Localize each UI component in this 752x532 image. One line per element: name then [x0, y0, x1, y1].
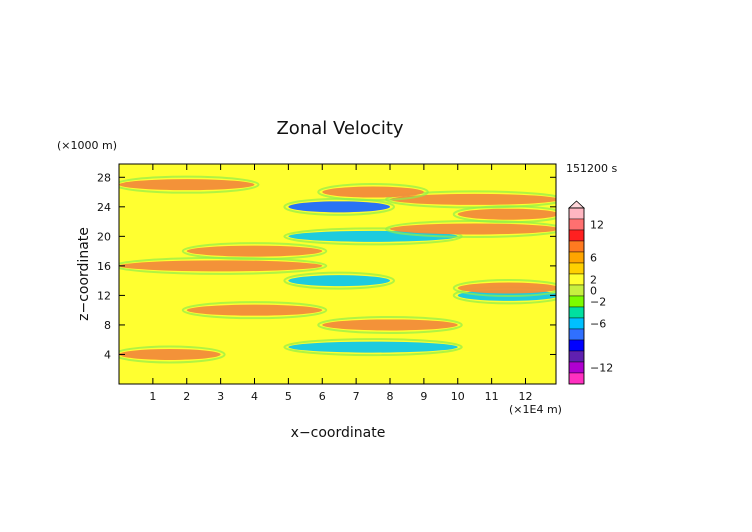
- plot-frame: [118, 163, 557, 385]
- y-tick-label: 8: [104, 319, 111, 332]
- x-tick-label: 7: [353, 390, 360, 403]
- y-tick-label: 4: [104, 348, 111, 361]
- x-tick-label: 3: [217, 390, 224, 403]
- field-band: [119, 260, 323, 272]
- x-unit-label: (×1E4 m): [509, 403, 562, 416]
- x-tick-label: 12: [519, 390, 533, 403]
- field-band: [457, 282, 556, 294]
- colorbar-swatch: [568, 218, 585, 231]
- colorbar-label: 0: [590, 285, 597, 298]
- field-band-halo: [181, 301, 328, 320]
- colorbar-swatch: [568, 284, 585, 297]
- colorbar-label: −12: [590, 362, 613, 375]
- x-tick-label: 6: [319, 390, 326, 403]
- colorbar-swatch: [568, 306, 585, 319]
- colorbar: 12 6 20−2 −6 −12: [567, 200, 613, 385]
- x-tick-label: 8: [387, 390, 394, 403]
- x-tick-label: 10: [451, 390, 465, 403]
- x-tick-label: 9: [420, 390, 427, 403]
- colorbar-swatch: [568, 240, 585, 253]
- field-band: [390, 193, 556, 205]
- colorbar-swatch: [568, 251, 585, 264]
- x-tick-label: 2: [183, 390, 190, 403]
- colorbar-swatch: [568, 361, 585, 374]
- field-band: [119, 348, 221, 360]
- colorbar-arrow: [567, 200, 586, 209]
- field-band-halo: [119, 345, 226, 364]
- field-band-halo: [317, 183, 429, 202]
- field-band: [288, 230, 458, 242]
- field-band: [322, 186, 424, 198]
- colorbar-swatch: [568, 295, 585, 308]
- x-tick-label: 5: [285, 390, 292, 403]
- field-band: [186, 304, 323, 316]
- colorbar-label: 6: [590, 252, 597, 265]
- colorbar-label: 12: [590, 219, 604, 232]
- colorbar-swatch: [568, 229, 585, 242]
- chart-title: Zonal Velocity: [276, 118, 403, 139]
- x-tick-label: 1: [149, 390, 156, 403]
- field-band: [390, 223, 556, 235]
- field-band-halo: [452, 279, 556, 298]
- field-band-halo: [181, 242, 328, 261]
- colorbar-label: 2: [590, 274, 597, 287]
- colorbar-swatch: [568, 350, 585, 363]
- x-axis-label: x−coordinate: [291, 425, 386, 441]
- colorbar-swatch: [568, 262, 585, 275]
- field-band: [457, 208, 556, 220]
- colorbar-frame: [568, 207, 585, 385]
- y-tick-label: 28: [97, 171, 111, 184]
- y-unit-label: (×1000 m): [57, 139, 117, 152]
- colorbar-label: −2: [590, 296, 606, 309]
- colorbar-swatch: [568, 207, 585, 220]
- colorbar-swatch: [568, 273, 585, 286]
- colorbar-swatch: [568, 328, 585, 341]
- y-tick-label: 24: [97, 201, 111, 214]
- y-tick-label: 20: [97, 230, 111, 243]
- y-axis-label: z−coordinate: [76, 227, 92, 321]
- y-tick-label: 16: [97, 260, 111, 273]
- colorbar-swatch: [568, 339, 585, 352]
- field-band: [288, 275, 391, 287]
- x-tick-label: 11: [485, 390, 499, 403]
- y-tick-label: 12: [97, 289, 111, 302]
- x-tick-label: 4: [251, 390, 258, 403]
- field-band-halo: [119, 175, 260, 194]
- field-band: [119, 179, 255, 191]
- heatmap-field: [119, 164, 556, 384]
- field-band: [288, 201, 391, 213]
- field-band: [322, 319, 458, 331]
- field-band: [186, 245, 323, 257]
- colorbar-label: −6: [590, 318, 606, 331]
- time-label: 151200 s: [566, 162, 617, 175]
- colorbar-swatch: [568, 317, 585, 330]
- field-band-halo: [317, 315, 463, 334]
- colorbar-swatch: [568, 372, 585, 385]
- field-band-halo: [283, 338, 463, 357]
- field-band: [288, 341, 458, 353]
- field-band-halo: [283, 271, 396, 290]
